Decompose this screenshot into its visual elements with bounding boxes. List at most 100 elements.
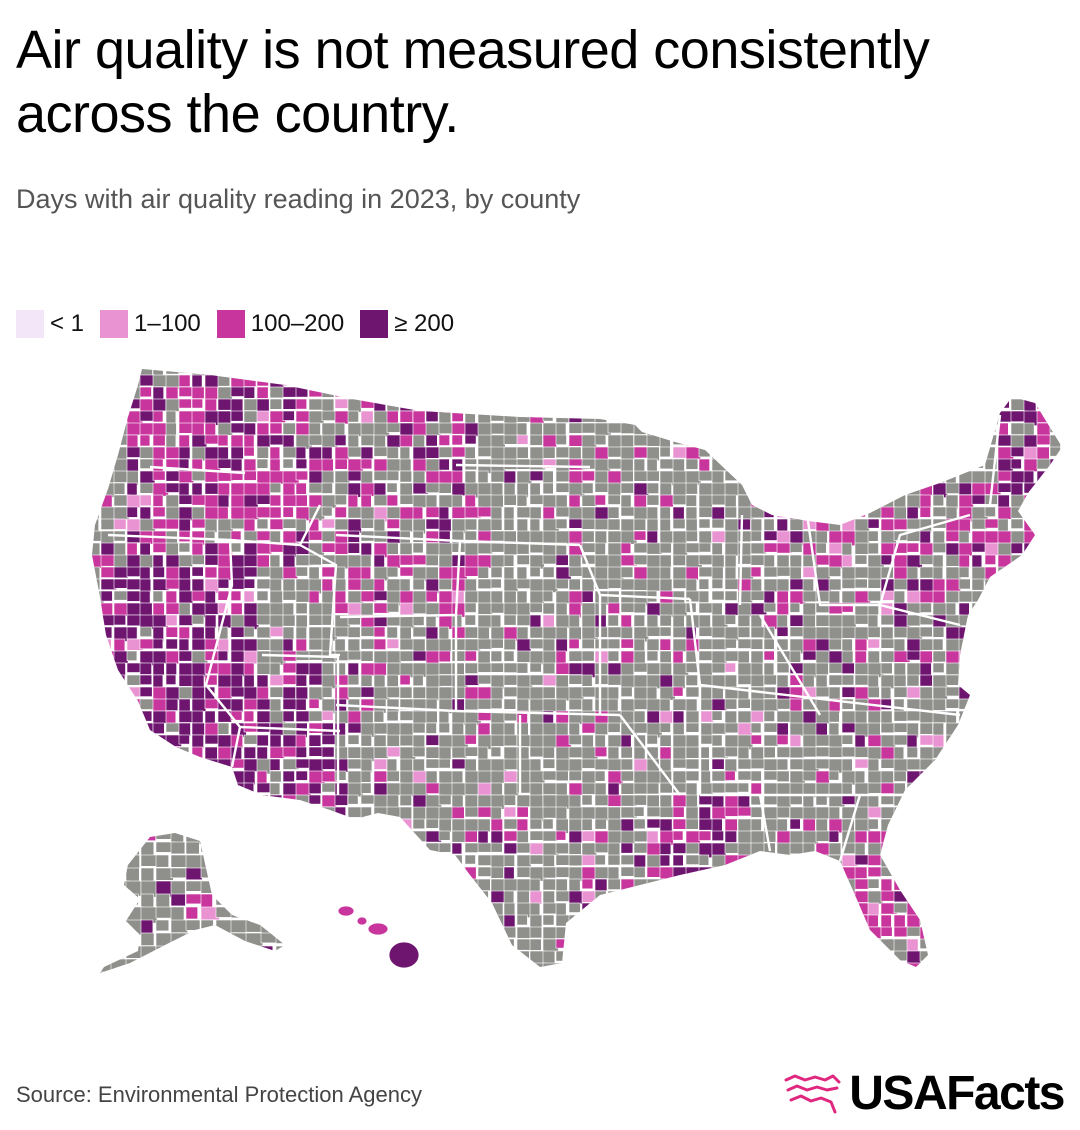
county-cell [110, 906, 129, 922]
county-cell [347, 878, 361, 893]
county-cell [399, 590, 415, 604]
county-cell [906, 794, 918, 810]
county-cell [971, 890, 987, 906]
county-cell [568, 369, 582, 374]
county-cell [737, 614, 751, 627]
county-cell [1023, 902, 1039, 915]
county-cell [178, 770, 191, 784]
county-cell [880, 374, 895, 385]
county-cell [971, 410, 983, 426]
county-cell [1023, 590, 1039, 601]
county-cell [828, 494, 841, 511]
county-cell [737, 626, 751, 638]
county-cell [178, 758, 190, 770]
county-cell [867, 794, 879, 808]
county-cell [204, 386, 218, 400]
county-cell [984, 878, 999, 890]
county-cell [170, 919, 189, 933]
county-cell [215, 958, 232, 973]
county-cell [217, 662, 232, 677]
county-cell [776, 410, 788, 421]
county-cell [170, 971, 187, 973]
county-cell [893, 374, 909, 390]
county-cell [412, 410, 426, 425]
county-cell [672, 410, 688, 422]
county-cell [997, 950, 1011, 966]
county-cell [243, 494, 259, 509]
county-cell [373, 938, 388, 951]
county-cell [215, 971, 234, 973]
county-cell [711, 926, 723, 941]
county-cell [724, 482, 740, 496]
county-cell [828, 410, 842, 423]
county-cell [828, 614, 844, 629]
county-cell [269, 950, 281, 965]
county-cell [1010, 686, 1027, 701]
county-cell [113, 590, 129, 601]
county-cell [880, 410, 896, 424]
county-cell [763, 926, 781, 938]
county-cell [542, 914, 555, 926]
county-cell [100, 945, 115, 959]
county-cell [477, 818, 491, 833]
county-cell [256, 410, 270, 422]
county-cell [490, 662, 504, 673]
county-cell [230, 854, 247, 868]
county-cell [386, 518, 400, 529]
county-cell [945, 830, 960, 847]
county-cell [633, 926, 645, 940]
county-cell [295, 842, 312, 858]
county-cell [1010, 770, 1023, 782]
county-cell [243, 530, 258, 542]
county-cell [256, 374, 269, 387]
county-cell [295, 686, 308, 700]
county-cell [776, 866, 792, 878]
county-cell [178, 626, 190, 639]
county-cell [1063, 951, 1077, 960]
county-cell [607, 369, 624, 379]
county-cell [828, 566, 842, 577]
county-cell [776, 458, 788, 471]
county-cell [516, 386, 531, 398]
county-cell [620, 914, 634, 927]
county-cell [477, 938, 489, 955]
county-cell [425, 818, 439, 829]
county-cell [100, 446, 116, 462]
county-cell [997, 722, 1013, 735]
county-cell [113, 686, 129, 699]
county-cell [841, 470, 853, 486]
county-cell [170, 958, 186, 972]
county-cell [100, 950, 114, 962]
county-cell [724, 770, 736, 781]
county-cell [92, 662, 103, 675]
county-cell [92, 686, 103, 700]
county-cell [932, 566, 944, 581]
county-cell [399, 806, 412, 820]
county-cell [971, 734, 984, 748]
county-cell [347, 938, 359, 953]
county-cell [971, 374, 986, 390]
county-cell [185, 893, 202, 905]
county-cell [477, 482, 493, 496]
county-cell [125, 932, 139, 950]
county-cell [1036, 662, 1053, 678]
county-cell [1036, 542, 1050, 554]
county-cell [607, 614, 619, 627]
county-cell [750, 674, 765, 687]
county-cell [581, 590, 594, 603]
county-cell [867, 686, 880, 698]
county-cell [100, 919, 110, 932]
county-cell [802, 962, 816, 967]
county-cell [685, 458, 699, 470]
county-cell [230, 518, 247, 530]
county-cell [1063, 891, 1076, 902]
county-cell [92, 626, 105, 642]
county-cell [126, 614, 142, 627]
county-cell [542, 410, 554, 422]
county-cell [646, 410, 661, 426]
county-cell [698, 662, 713, 677]
county-cell [711, 950, 725, 962]
county-cell [503, 650, 515, 662]
county-cell [815, 758, 830, 770]
county-cell [170, 841, 186, 855]
